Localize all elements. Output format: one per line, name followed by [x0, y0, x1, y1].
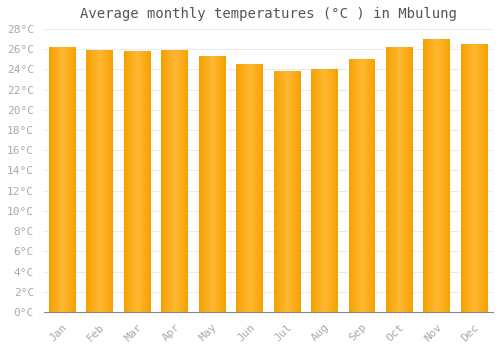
- Bar: [236, 64, 263, 312]
- Bar: [198, 56, 226, 312]
- Title: Average monthly temperatures (°C ) in Mbulung: Average monthly temperatures (°C ) in Mb…: [80, 7, 457, 21]
- Bar: [424, 39, 450, 312]
- Bar: [162, 50, 188, 312]
- Bar: [311, 69, 338, 312]
- Bar: [86, 50, 114, 312]
- Bar: [348, 60, 376, 312]
- Bar: [461, 44, 488, 312]
- Bar: [124, 51, 151, 312]
- Bar: [274, 71, 300, 312]
- Bar: [49, 47, 76, 312]
- Bar: [386, 47, 413, 312]
